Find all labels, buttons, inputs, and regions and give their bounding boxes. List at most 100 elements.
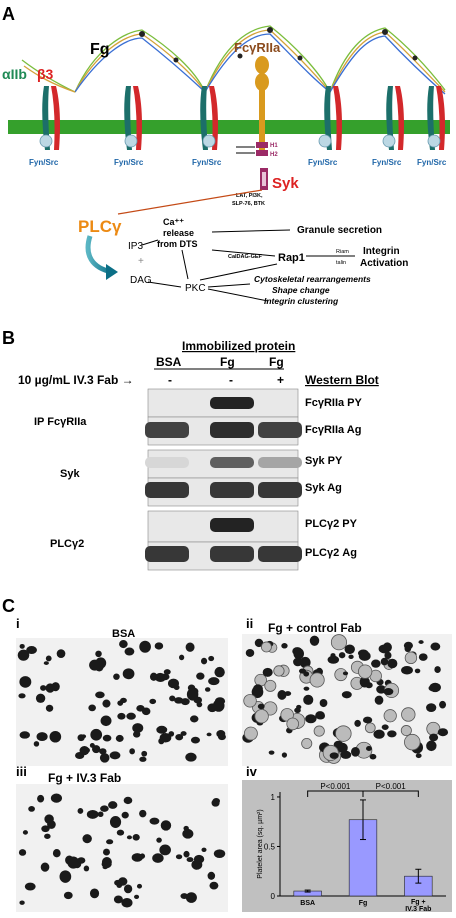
band-syk-ag [145, 482, 189, 498]
platelet [152, 853, 164, 863]
x-tick-label: Fg [359, 900, 368, 907]
integrin-act-line-2: Activation [360, 258, 408, 269]
platelet-spread [313, 725, 325, 737]
platelet [206, 732, 212, 737]
platelet [341, 691, 352, 699]
platelet [89, 888, 100, 899]
platelet [374, 695, 384, 705]
platelet [245, 648, 255, 657]
platelet [50, 793, 63, 803]
platelet [201, 657, 208, 665]
platelet [216, 730, 226, 738]
integrin-act-line-1: Integrin [363, 246, 400, 257]
platelet [116, 829, 125, 836]
platelet [24, 882, 36, 891]
platelet [178, 654, 185, 661]
platelet [158, 737, 165, 745]
platelet-spread [260, 641, 272, 653]
platelet [102, 699, 111, 708]
platelet [384, 651, 392, 660]
ca-line-2: release [163, 228, 194, 238]
platelet-spread [364, 722, 376, 734]
platelet [40, 685, 47, 691]
platelet [115, 734, 124, 742]
platelet [211, 799, 220, 807]
platelet [136, 883, 143, 889]
platelet [298, 668, 307, 674]
integrin-beta-subunit [209, 86, 218, 150]
integrin-alpha-label: αIIb [2, 66, 27, 82]
fibrinogen-strands [21, 25, 446, 95]
platelet [207, 871, 216, 880]
platelet [168, 731, 175, 737]
integrin-alpha-subunit [200, 86, 208, 150]
ip3-label: IP3 [128, 241, 143, 252]
platelet [185, 642, 195, 652]
platelet [160, 820, 172, 831]
fab-sign-1: - [168, 373, 172, 387]
platelet [126, 835, 133, 840]
platelet [381, 724, 389, 730]
platelet [262, 667, 273, 677]
fyn-src-circle [427, 134, 441, 148]
x-tick-label: IV.3 Fab [405, 906, 431, 913]
platelet [182, 828, 194, 839]
band-syk-py [145, 457, 189, 468]
band-syk-py [210, 457, 254, 468]
syk-label: Syk [272, 175, 299, 192]
panel-a: A Fg αIIb β3 [2, 4, 450, 306]
platelet [401, 665, 413, 675]
platelet [51, 682, 60, 692]
platelet-spread [243, 726, 258, 741]
platelet [123, 796, 133, 805]
platelet [67, 856, 80, 869]
platelet [118, 877, 128, 886]
platelet [113, 895, 123, 904]
platelet [415, 753, 422, 759]
integrin-alpha-subunit [124, 86, 132, 150]
platelet [77, 734, 85, 742]
row-fcgr-ag: FcγRIIa Ag [305, 424, 361, 436]
band-syk-py [258, 457, 302, 468]
platelet [378, 644, 391, 654]
platelet [88, 704, 96, 712]
platelet [19, 643, 25, 649]
group-syk: Syk [60, 468, 80, 480]
adaptors-line-1: LAT, PI3K, [236, 193, 263, 199]
y-tick-label: 0 [271, 892, 276, 901]
fyn-src-circle [318, 134, 332, 148]
platelet [254, 638, 264, 648]
platelet [97, 811, 104, 818]
platelet [213, 849, 226, 858]
platelet [59, 870, 72, 883]
talin-label: talin [336, 260, 346, 266]
fyn-src-circle [382, 134, 396, 148]
platelet [154, 642, 164, 650]
title-bsa: BSA [112, 628, 135, 640]
platelet [77, 808, 84, 814]
platelet [117, 712, 126, 720]
platelet [33, 741, 40, 747]
y-tick-label: 0.5 [264, 842, 276, 851]
platelet [26, 646, 37, 655]
row-fcgr-py: FcγRIIa PY [305, 397, 363, 409]
platelet [426, 703, 437, 713]
fyn-src-label: Fyn/Src [114, 158, 144, 167]
platelet-spread [273, 665, 285, 677]
band-fcgr-py [210, 397, 254, 409]
band-fcgr-ag [210, 422, 254, 438]
rap1-label: Rap1 [278, 252, 305, 264]
fcgr-label: FcγRIIa [234, 40, 281, 55]
platelet [43, 661, 49, 665]
pkc-label: PKC [185, 283, 206, 294]
platelet [18, 693, 26, 699]
panel-b-label: B [2, 328, 15, 348]
platelet [113, 673, 120, 680]
fyn-src-label: Fyn/Src [417, 158, 447, 167]
platelet [338, 652, 346, 659]
y-tick-label: 1 [271, 793, 276, 802]
band-syk-ag [258, 482, 302, 498]
integrin-beta-label: β3 [37, 66, 54, 82]
fyn-src-kinases: Fyn/Src Fyn/Src Fyn/Src Fyn/Src Fyn/Src Fyn/S… [29, 134, 447, 167]
